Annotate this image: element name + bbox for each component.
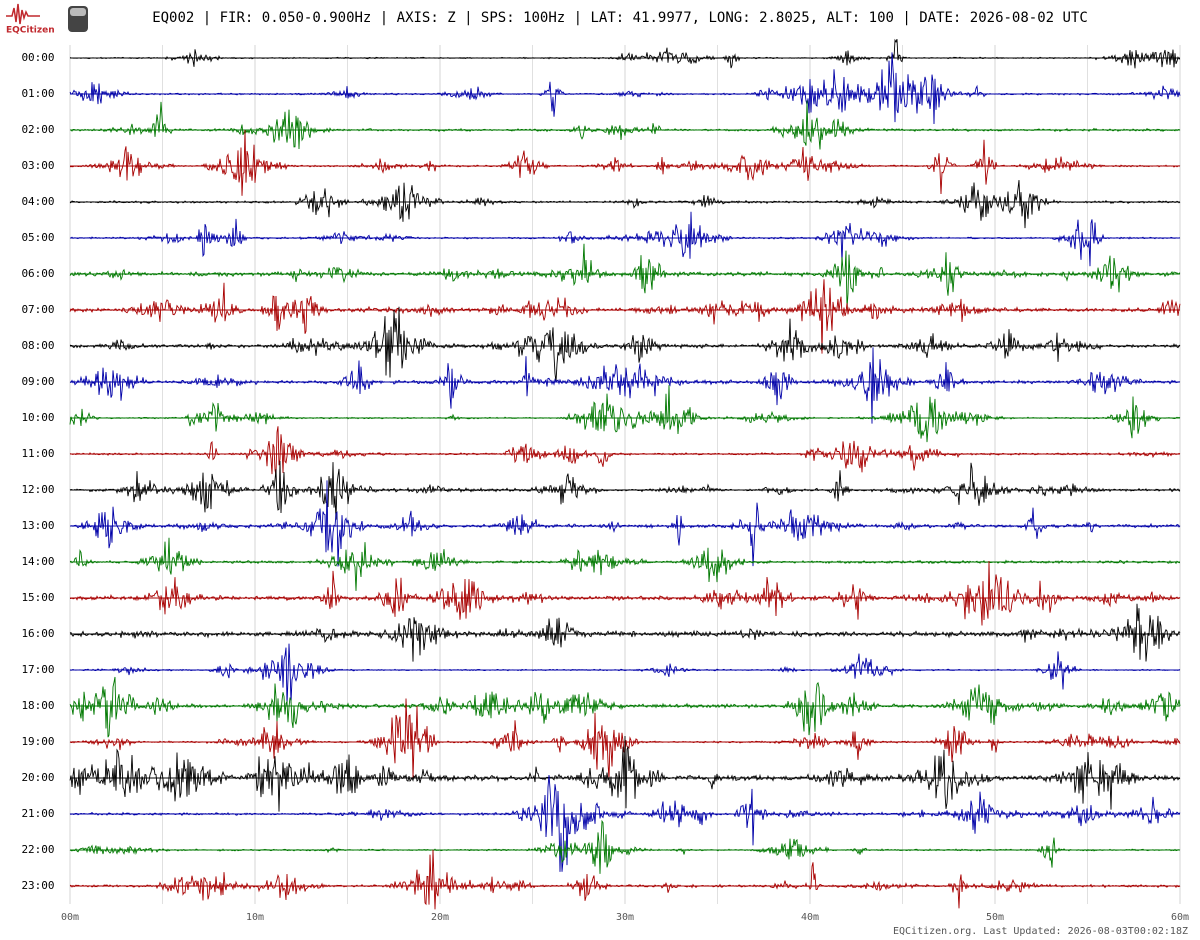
grid xyxy=(69,45,1181,904)
row-label: 21:00 xyxy=(21,807,54,820)
sensor-icon-top xyxy=(70,8,86,16)
trace xyxy=(69,426,1181,476)
trace xyxy=(70,480,1181,567)
trace xyxy=(69,537,1180,591)
row-label: 01:00 xyxy=(21,87,54,100)
row-label: 03:00 xyxy=(21,159,54,172)
trace xyxy=(69,774,1181,872)
trace xyxy=(69,306,1181,383)
row-label: 17:00 xyxy=(21,663,54,676)
row-label: 02:00 xyxy=(21,123,54,136)
x-tick-label: 10m xyxy=(246,912,264,923)
row-label: 11:00 xyxy=(21,447,54,460)
trace xyxy=(69,735,1181,812)
row-label: 22:00 xyxy=(21,843,54,856)
row-label: 08:00 xyxy=(21,339,54,352)
trace xyxy=(69,347,1181,424)
row-label: 04:00 xyxy=(21,195,54,208)
row-label: 19:00 xyxy=(21,735,54,748)
x-tick-label: 00m xyxy=(61,912,79,923)
logo-icon xyxy=(6,3,40,25)
trace xyxy=(69,643,1181,706)
trace xyxy=(69,385,1181,443)
trace xyxy=(69,460,1181,520)
row-label: 09:00 xyxy=(21,375,54,388)
trace xyxy=(69,243,1181,309)
row-label: 20:00 xyxy=(21,771,54,784)
x-tick-label: 40m xyxy=(801,912,819,923)
row-label: 05:00 xyxy=(21,231,54,244)
row-label: 16:00 xyxy=(21,627,54,640)
row-label: 00:00 xyxy=(21,51,54,64)
trace xyxy=(69,100,1181,150)
trace xyxy=(69,129,1181,196)
row-label: 12:00 xyxy=(21,483,54,496)
chart-title: EQ002 | FIR: 0.050-0.900Hz | AXIS: Z | S… xyxy=(152,10,1088,26)
trace xyxy=(70,560,1181,626)
trace xyxy=(69,180,1181,229)
x-tick-label: 30m xyxy=(616,912,634,923)
trace xyxy=(69,211,1181,267)
trace xyxy=(69,279,1181,354)
trace xyxy=(69,38,1181,69)
footer: EQCitizen.org. Last Updated: 2026-08-03T… xyxy=(893,926,1188,937)
trace xyxy=(69,849,1181,910)
row-label: 13:00 xyxy=(21,519,54,532)
x-tick-label: 20m xyxy=(431,912,449,923)
row-label: 07:00 xyxy=(21,303,54,316)
trace xyxy=(69,52,1181,125)
row-label: 06:00 xyxy=(21,267,54,280)
row-label: 15:00 xyxy=(21,591,54,604)
trace xyxy=(69,676,1181,738)
trace xyxy=(69,819,1181,874)
row-label: 14:00 xyxy=(21,555,54,568)
row-label: 10:00 xyxy=(21,411,54,424)
x-tick-label: 50m xyxy=(986,912,1004,923)
row-label: 18:00 xyxy=(21,699,54,712)
logo: EQCitizen xyxy=(6,3,88,36)
row-label: 23:00 xyxy=(21,879,54,892)
logo-text: EQCitizen xyxy=(6,26,55,36)
trace xyxy=(69,603,1181,662)
x-tick-label: 60m xyxy=(1171,912,1189,923)
